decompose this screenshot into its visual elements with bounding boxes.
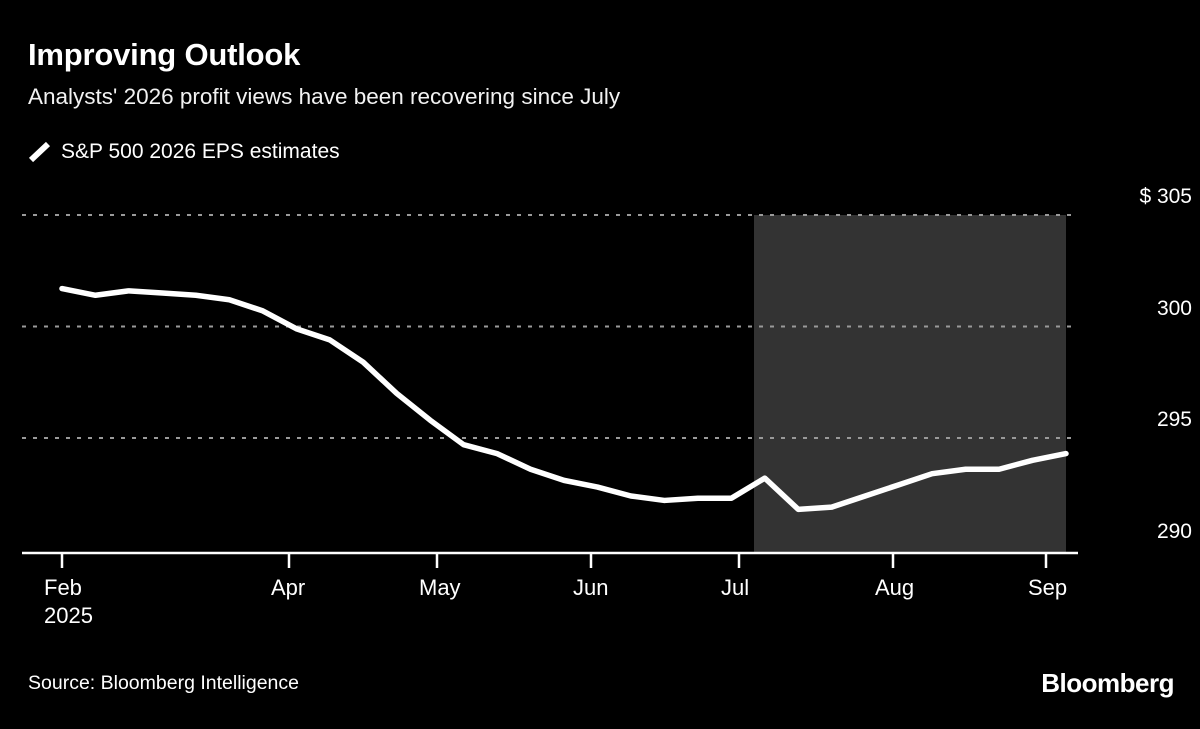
x-axis-label: May bbox=[419, 574, 461, 602]
page-subtitle: Analysts' 2026 profit views have been re… bbox=[28, 84, 621, 109]
data-line bbox=[59, 285, 1069, 513]
legend: S&P 500 2026 EPS estimates bbox=[28, 138, 340, 166]
y-axis-label: 295 bbox=[1156, 408, 1192, 431]
shaded-band bbox=[754, 215, 1066, 553]
x-axis-label-month: Jun bbox=[573, 575, 609, 600]
x-axis-label: Sep bbox=[1028, 574, 1067, 602]
y-axis-label: 290 bbox=[1156, 519, 1192, 543]
x-axis-label-month: May bbox=[419, 575, 461, 600]
x-axis-label-month: Jul bbox=[721, 575, 750, 600]
x-axis-label: Apr bbox=[271, 574, 305, 602]
x-axis-label: Jul bbox=[721, 574, 749, 602]
page-title: Improving Outlook bbox=[28, 37, 301, 72]
source-note: Source: Bloomberg Intelligence bbox=[28, 672, 299, 694]
y-axis-label: 300 bbox=[1156, 296, 1192, 320]
x-axis-label-month: Aug bbox=[875, 575, 915, 600]
x-axis-label: Jun bbox=[573, 574, 608, 602]
y-axis-label: $ 305 bbox=[1139, 185, 1192, 208]
x-axis-ticks bbox=[60, 553, 1048, 568]
x-axis-label-month: Sep bbox=[1028, 575, 1068, 600]
legend-label: S&P 500 2026 EPS estimates bbox=[61, 140, 340, 163]
x-axis-label: Aug bbox=[875, 574, 914, 602]
x-axis-label-month: Feb bbox=[44, 575, 82, 600]
x-axis-label: Feb 2025 bbox=[44, 574, 93, 629]
bloomberg-logo: Bloomberg bbox=[1041, 668, 1174, 698]
x-axis-label-month: Apr bbox=[271, 575, 306, 600]
gridlines bbox=[22, 214, 1078, 439]
diagonal-line-marker-icon bbox=[28, 141, 54, 163]
x-axis-label-year: 2025 bbox=[44, 602, 93, 628]
